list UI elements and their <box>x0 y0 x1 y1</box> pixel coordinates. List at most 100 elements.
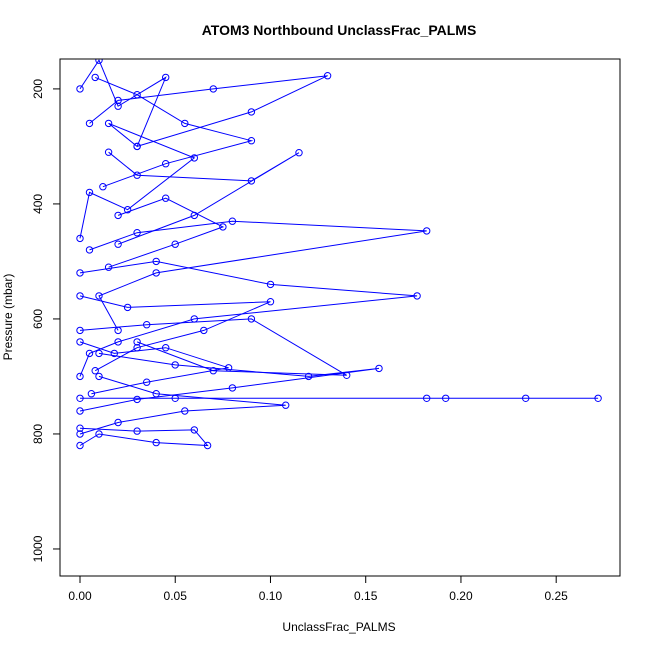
data-point <box>76 407 84 415</box>
series-line <box>95 76 254 188</box>
y-tick-label: 800 <box>31 424 45 444</box>
data-point <box>110 349 119 358</box>
data-point <box>76 372 84 381</box>
data-point <box>247 315 256 323</box>
series-line <box>79 318 347 376</box>
data-point <box>95 292 103 300</box>
data-point <box>152 390 160 398</box>
data-point <box>181 119 189 128</box>
data-point <box>266 280 275 289</box>
data-point <box>76 441 84 450</box>
x-tick-label: 0.15 <box>354 589 378 603</box>
data-point <box>228 217 237 225</box>
data-point <box>171 394 179 402</box>
data-point <box>133 142 141 151</box>
data-point <box>181 407 189 415</box>
data-point <box>162 194 170 202</box>
data-point <box>76 292 84 300</box>
data-point <box>295 149 303 157</box>
data-point <box>133 344 141 352</box>
data-point <box>247 177 256 185</box>
data-point <box>76 326 84 335</box>
data-point <box>133 395 141 404</box>
data-point <box>442 394 450 402</box>
x-tick-label: 0.05 <box>164 589 188 603</box>
data-point <box>247 108 256 116</box>
x-axis-label: UnclassFrac_PALMS <box>282 620 395 634</box>
data-point <box>104 263 113 271</box>
data-point <box>76 85 84 93</box>
series-line <box>89 75 328 147</box>
data-point <box>171 240 179 248</box>
data-point <box>190 315 199 323</box>
data-point <box>171 361 179 369</box>
data-point <box>76 424 84 432</box>
x-tick-label: 0.00 <box>68 589 92 603</box>
data-point <box>190 211 199 220</box>
data-point <box>522 394 530 402</box>
data-point <box>143 378 151 386</box>
data-point <box>85 188 94 197</box>
data-point <box>114 326 122 335</box>
data-point <box>247 137 256 145</box>
series-line <box>79 260 418 377</box>
data-point <box>123 303 132 312</box>
data-point <box>91 367 99 375</box>
x-tick-label: 0.25 <box>545 589 569 603</box>
data-point <box>133 171 141 179</box>
data-point <box>76 269 84 277</box>
x-tick-label: 0.10 <box>259 589 283 603</box>
data-point <box>162 344 170 352</box>
data-point <box>85 246 94 254</box>
data-point <box>133 338 141 346</box>
data-point <box>114 418 122 427</box>
data-point <box>228 384 237 392</box>
data-point <box>152 269 160 277</box>
data-point <box>152 438 160 447</box>
series-points <box>76 59 602 450</box>
series-lines <box>79 59 599 447</box>
data-point <box>123 206 132 214</box>
data-point <box>114 240 122 248</box>
data-point <box>133 91 141 99</box>
data-point <box>423 227 431 235</box>
data-point <box>323 72 332 80</box>
data-point <box>76 234 84 243</box>
data-point <box>114 211 122 220</box>
data-point <box>143 321 151 329</box>
data-point <box>413 292 421 300</box>
data-point <box>114 102 122 110</box>
y-axis-label: Pressure (mbar) <box>1 274 15 361</box>
data-point <box>282 401 290 409</box>
data-point <box>594 394 602 402</box>
data-point <box>133 229 141 237</box>
data-point <box>99 183 107 191</box>
data-point <box>162 73 170 82</box>
data-point <box>76 394 84 402</box>
data-point <box>209 367 218 375</box>
y-tick-label: 600 <box>31 309 45 329</box>
series-line <box>79 352 380 412</box>
data-point <box>95 430 103 438</box>
series-line <box>79 295 271 372</box>
data-point <box>114 338 122 346</box>
data-point <box>133 427 141 435</box>
x-axis: 0.00 0.05 0.10 0.15 0.20 0.25 <box>68 575 569 603</box>
data-point <box>104 119 113 128</box>
data-point <box>87 390 96 398</box>
series-line <box>79 375 286 435</box>
data-point <box>203 441 212 450</box>
data-point <box>200 326 208 335</box>
series-line <box>108 197 225 268</box>
data-point <box>423 394 431 402</box>
data-point <box>95 349 103 358</box>
data-point <box>190 426 199 434</box>
data-point <box>209 85 218 93</box>
chart-title: ATOM3 Northbound UnclassFrac_PALMS <box>202 22 477 38</box>
data-point <box>104 148 113 156</box>
data-point <box>95 372 103 381</box>
data-point <box>162 160 170 168</box>
series-line <box>79 341 229 395</box>
data-point <box>76 338 84 346</box>
plot-frame <box>59 58 621 577</box>
